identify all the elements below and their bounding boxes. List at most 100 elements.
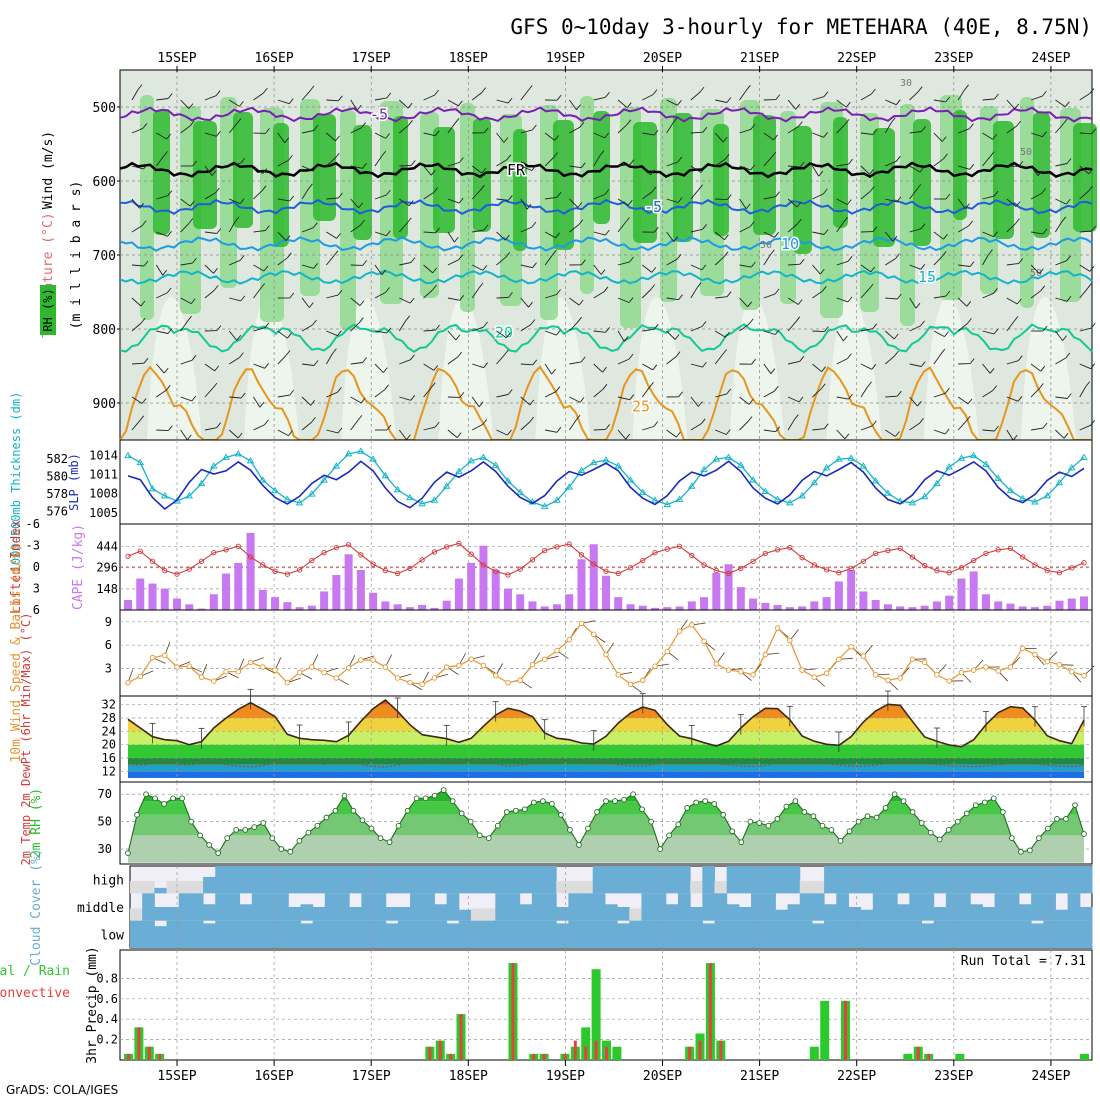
y-tick-label: 148 [96, 582, 118, 596]
wind-barb-flag [872, 129, 878, 135]
cloud-cell [397, 907, 411, 921]
lifted-index-point [345, 542, 352, 548]
wind-barb-flag [969, 261, 975, 267]
lifted-index-point [836, 570, 842, 576]
wind-barb [884, 330, 895, 340]
wind-barb [666, 99, 678, 106]
rh2m-point [530, 799, 537, 806]
wind-barb-flag [239, 198, 245, 204]
wind-barb-flag [943, 233, 948, 240]
wind-barb [398, 320, 407, 332]
wind-barb-flag [213, 285, 219, 291]
wind-barb-flag [385, 287, 390, 293]
wind-barb-flag [867, 381, 872, 388]
wind-barb-flag [458, 254, 464, 260]
rh2m-point [1072, 802, 1078, 809]
cloud-cell [166, 907, 180, 921]
rh2m-point [567, 827, 573, 833]
wind-barb [155, 363, 165, 374]
wind-barb-flag [678, 391, 683, 398]
cloud-cell [824, 920, 837, 948]
wind-barb-flag [236, 335, 242, 341]
pressure-tick-label: 700 [93, 249, 116, 264]
y-tick-label: 30 [98, 842, 112, 856]
wind-barb [617, 429, 627, 440]
wind-barb-flag [432, 284, 437, 291]
bottom-date-label: 24SEP [1031, 1069, 1070, 1084]
cloud-cell [227, 893, 241, 921]
cape-bar [663, 607, 672, 610]
wind-barb [374, 194, 387, 200]
wind-barb [326, 429, 339, 434]
lifted-index-point [799, 555, 805, 561]
cloud-cell [239, 920, 253, 948]
thickness-point [308, 490, 316, 497]
rh2m-point [440, 787, 447, 793]
conv-bar [147, 1046, 151, 1060]
wind-barb-flag [211, 170, 217, 176]
lifted-index-point [419, 557, 425, 563]
wind-barb-flag [653, 226, 659, 233]
lifted-index-point [198, 558, 205, 564]
cloud-cell [824, 904, 837, 921]
wind-barb [131, 127, 144, 134]
rh2m-point [1081, 831, 1087, 837]
wind-barb-flag [602, 366, 607, 373]
wind-barb-flag [896, 390, 902, 397]
wind-barb-flag [675, 431, 681, 438]
wind-barb [156, 292, 168, 299]
isotherm-label: 10 [781, 235, 799, 253]
wind-barb [909, 363, 922, 367]
wind-barb [788, 165, 801, 168]
wind-barb-flag [216, 325, 222, 331]
wind-barb [812, 165, 820, 177]
cloud-cell [617, 907, 630, 921]
wind-barb-flag [142, 123, 148, 129]
lifted-index-point [664, 546, 670, 552]
wind-barb [642, 363, 654, 371]
wind-barb-flag [652, 364, 658, 371]
bottom-date-label: 16SEP [255, 1069, 294, 1084]
wind-barb [520, 396, 531, 406]
wind-barb-flag [459, 157, 464, 163]
wind-barb-flag [432, 267, 438, 274]
wind-barb-flag [1042, 90, 1047, 97]
rh-contour-label: 50 [1020, 147, 1032, 158]
wind-barb [836, 124, 846, 134]
wind-barb [204, 192, 216, 200]
wind-barb [277, 257, 288, 266]
thickness-point [197, 479, 206, 487]
cloud-cell [690, 920, 703, 948]
wind10m-point [492, 672, 499, 679]
wind-barb [156, 132, 167, 140]
wind-barb-flag [406, 434, 411, 440]
wind-barb-flag [313, 360, 319, 366]
precip-bar [591, 969, 601, 1060]
cloud-cell [982, 866, 996, 894]
thickness-point [822, 464, 831, 471]
wind-barb-flag [945, 96, 951, 103]
wind-barb-flag [751, 358, 756, 365]
cape-bar [491, 570, 500, 610]
wind10m-point [407, 679, 413, 686]
wind-barb-flag [993, 328, 999, 335]
wind-barb [471, 165, 483, 174]
cloud-row-label: high [93, 874, 124, 889]
thickness-point [945, 463, 953, 470]
cloud-cell [665, 904, 679, 921]
cloud-cell [738, 866, 752, 894]
thickness-point [798, 492, 806, 499]
wind-barb-flag [1086, 283, 1092, 289]
lifted-index-point [529, 557, 536, 563]
cloud-cell [446, 893, 460, 921]
wind-barb [1006, 429, 1014, 441]
wind-barb-flag [775, 426, 781, 432]
cloud-gap [690, 881, 703, 894]
lifted-index-point [885, 547, 891, 554]
rh2m-point [314, 822, 321, 829]
wind-barb-flag [504, 234, 510, 241]
wind-barb [131, 165, 144, 170]
wind-barb-flag [360, 219, 365, 226]
wind-barb [569, 321, 578, 332]
cloud-cell [361, 866, 375, 894]
